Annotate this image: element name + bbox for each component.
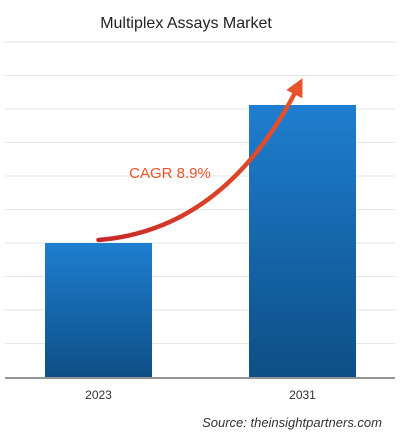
- bars: [45, 104, 356, 377]
- source-note: Source: theinsightpartners.com: [202, 415, 382, 430]
- x-tick-label: 2031: [289, 388, 316, 402]
- cagr-arrow: [96, 84, 301, 243]
- x-tick-label: 2023: [85, 388, 112, 402]
- cagr-label: CAGR 8.9%: [129, 165, 211, 182]
- x-tick-labels: 2023 2031: [85, 388, 316, 402]
- bar-2023: [45, 243, 152, 377]
- cagr-arrow-head: [286, 78, 303, 99]
- chart-title: Multiplex Assays Market: [100, 15, 272, 32]
- bar-2031: [249, 104, 356, 377]
